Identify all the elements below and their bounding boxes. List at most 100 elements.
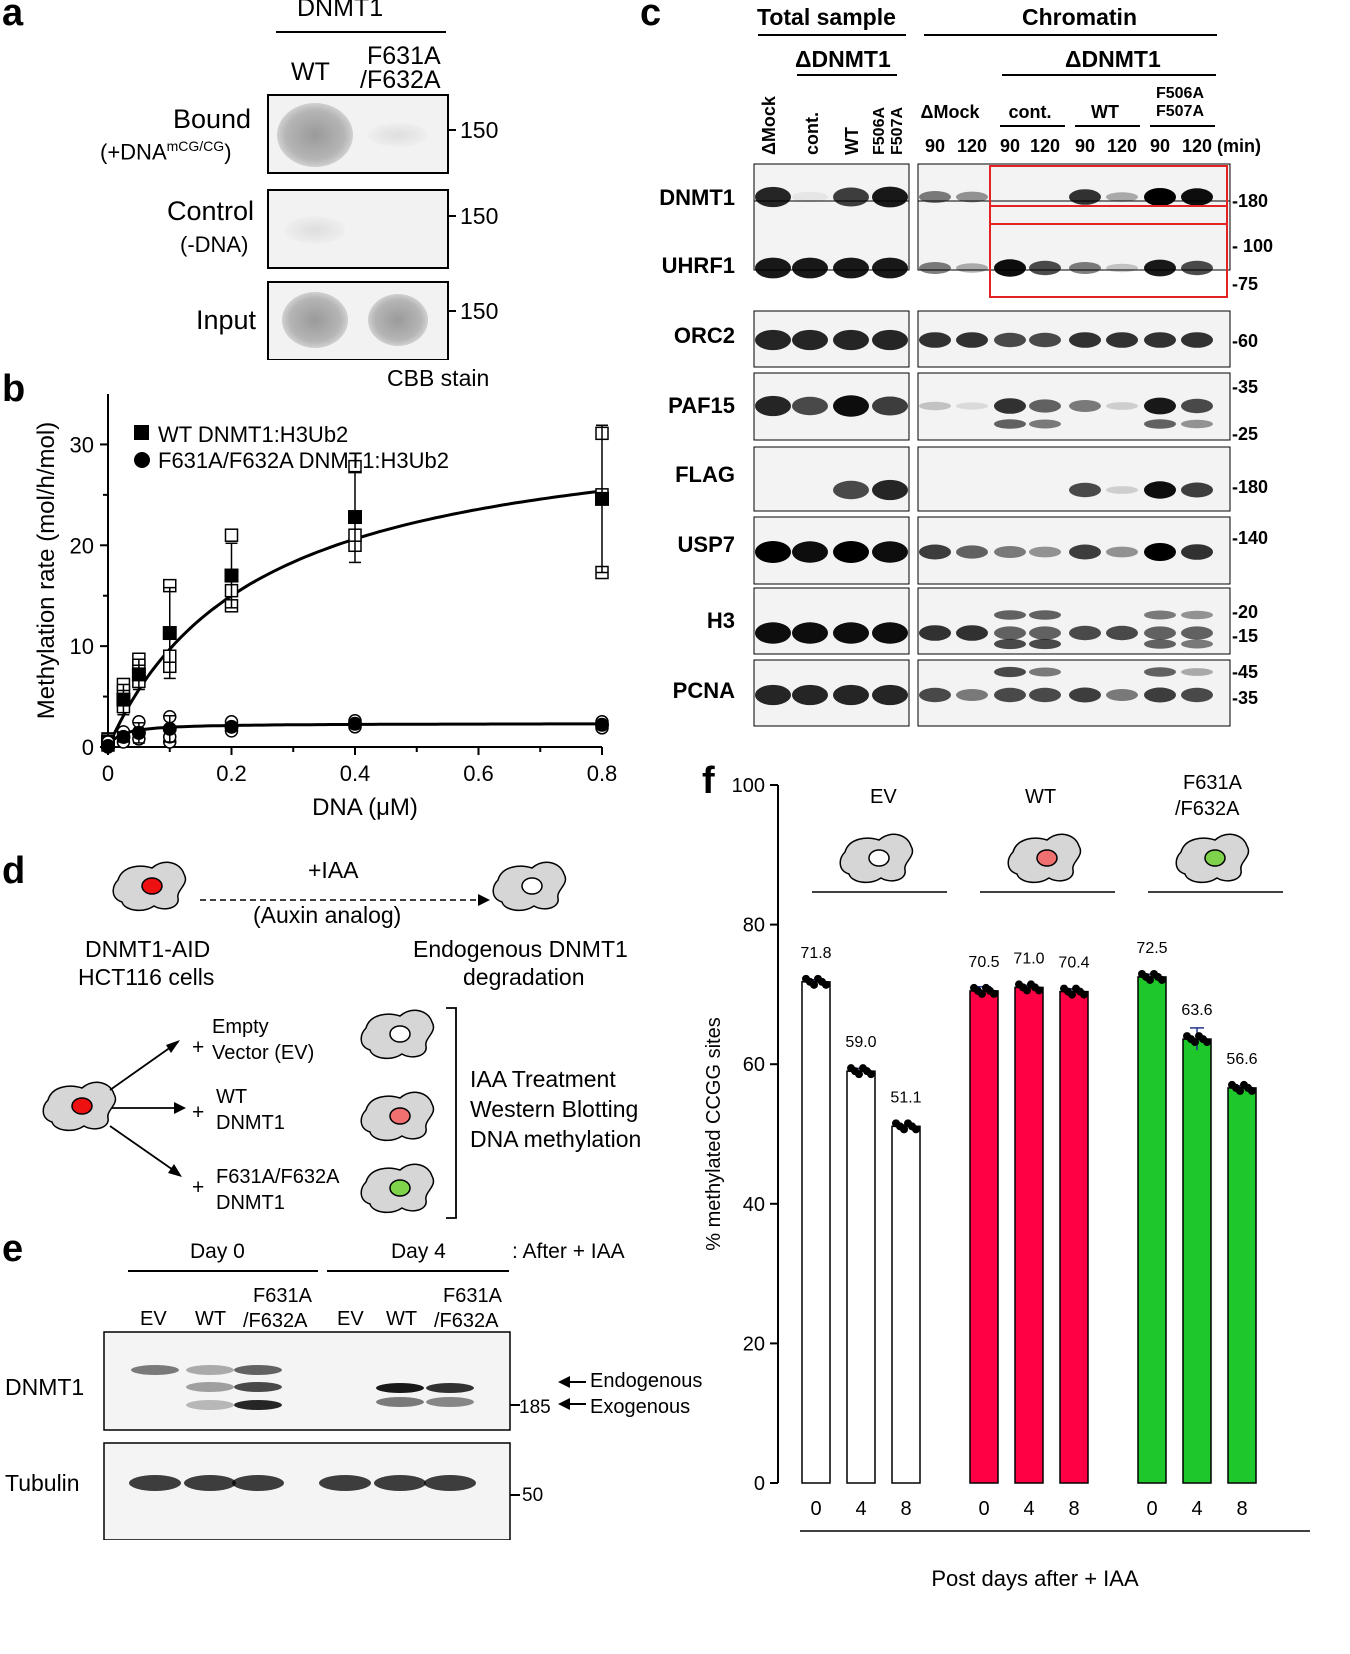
- band-chromatin: [919, 191, 951, 203]
- band-chromatin: [956, 545, 988, 559]
- mean-point-wt: [224, 568, 239, 583]
- y-tick-label: 20: [70, 533, 94, 558]
- band-chromatin: [1181, 687, 1213, 703]
- day-label: 0: [978, 1498, 989, 1520]
- blot-box-dnmt1: [103, 1331, 511, 1431]
- band-chromatin: [1069, 332, 1101, 348]
- band-total: [833, 395, 869, 417]
- panel-f-group-wt: WT: [1025, 786, 1057, 808]
- band-chromatin: [1029, 687, 1061, 703]
- band-chromatin: [919, 332, 951, 348]
- protein-label-dnmt1: DNMT1: [659, 185, 735, 210]
- band-chromatin-extra: [1144, 610, 1176, 620]
- panel-f-group-mut-1: F631A: [1183, 772, 1242, 794]
- arrow-line-ev: [109, 1041, 179, 1091]
- panel-a-row-input: Input: [196, 305, 257, 335]
- band-chromatin: [1144, 481, 1176, 499]
- cell-icon-mutant-nucleus: [389, 1179, 411, 1197]
- band-chromatin: [956, 402, 988, 410]
- lane-label-total-wt: WT: [842, 127, 862, 155]
- band-total: [833, 684, 869, 706]
- band-total: [833, 187, 869, 207]
- band-dnmt1: [376, 1383, 424, 1393]
- replicate-dot: [855, 1070, 863, 1079]
- time-label: 120: [1182, 136, 1212, 156]
- mean-point-mutant: [101, 738, 115, 753]
- panel-e-lane-3b: /F632A: [243, 1310, 308, 1332]
- protein-label-pcna: PCNA: [673, 678, 735, 703]
- band-dnmt1: [234, 1400, 282, 1410]
- band-chromatin-extra: [1181, 419, 1213, 429]
- replicate-dot: [990, 989, 998, 998]
- day-label: 0: [1146, 1498, 1157, 1520]
- panel-f-group-mut-2: /F632A: [1175, 798, 1240, 820]
- band-dnmt1: [186, 1365, 234, 1375]
- replicate-dot: [867, 1070, 875, 1079]
- chrom-group-f507a: F507A: [1156, 103, 1204, 120]
- lane-label-total-cont: cont.: [802, 112, 822, 155]
- panel-d-arm2-line2: DNMT1: [216, 1112, 285, 1134]
- band-total: [755, 395, 791, 417]
- band-chromatin: [1181, 626, 1213, 640]
- marker-label: -180: [1232, 477, 1268, 497]
- panel-a-stain: CBB stain: [387, 365, 490, 391]
- band-total: [792, 622, 828, 644]
- arrow-head-mut: [168, 1164, 182, 1177]
- panel-e-lane-4: EV: [337, 1308, 364, 1330]
- panel-e-day4: Day 4: [391, 1240, 446, 1263]
- band-tubulin: [232, 1475, 284, 1491]
- band-chromatin: [1029, 260, 1061, 276]
- marker-label: -25: [1232, 424, 1258, 444]
- cell-icon-dnmt1-aid: [112, 861, 187, 912]
- band-chromatin-extra: [1029, 667, 1061, 677]
- panel-d-treat: +IAA: [308, 857, 359, 883]
- panel-c-blot: ΔMock cont. WT F506A F507A ΔMock cont. WTF506AF…: [659, 85, 1273, 727]
- band-chromatin-extra: [1181, 668, 1213, 676]
- group-cell-nucleus: [1204, 849, 1226, 867]
- band-chromatin: [1029, 626, 1061, 640]
- mean-point-mutant: [224, 719, 239, 734]
- panel-letter-d: d: [2, 850, 26, 892]
- marker-label: -35: [1232, 377, 1258, 397]
- band-chromatin: [1181, 482, 1213, 498]
- cell-icon-degraded: [492, 861, 567, 912]
- panel-a-marker-1: 150: [460, 117, 499, 143]
- panel-a-marker-2: 150: [460, 203, 499, 229]
- band-chromatin: [1144, 687, 1176, 703]
- value-label: 70.5: [968, 954, 999, 971]
- mean-point-mutant: [131, 725, 146, 740]
- panel-c-line-chromatin: [924, 34, 1217, 36]
- band-total: [833, 622, 869, 644]
- band-chromatin: [1144, 543, 1176, 561]
- protein-label-uhrf1: UHRF1: [662, 253, 735, 278]
- band-tubulin: [129, 1475, 181, 1491]
- band-dnmt1: [234, 1365, 282, 1375]
- panel-e-lane-1: EV: [140, 1308, 167, 1330]
- day-label: 4: [1191, 1498, 1202, 1520]
- band-tubulin: [424, 1475, 476, 1491]
- replicate-dot: [978, 989, 986, 998]
- band-chromatin: [919, 544, 951, 560]
- arrow-endogenous-head: [558, 1376, 570, 1388]
- panel-e-marker-50: 50: [522, 1485, 544, 1506]
- cell-icon-wt: [360, 1091, 435, 1142]
- panel-a-row-control-sub: (-DNA): [180, 232, 249, 257]
- panel-e-lane-6b: /F632A: [434, 1310, 499, 1332]
- arrow-line-mut: [109, 1125, 177, 1173]
- panel-a-header-line: [276, 31, 446, 33]
- replicate-dot: [912, 1125, 920, 1134]
- y-tick-label: 100: [732, 775, 765, 797]
- band-chromatin: [956, 332, 988, 348]
- panel-e-row-dnmt1: DNMT1: [5, 1374, 85, 1400]
- panel-e-day0: Day 0: [190, 1240, 245, 1263]
- replicate-dot: [1236, 1086, 1244, 1095]
- day-label: 8: [1236, 1498, 1247, 1520]
- band-total: [792, 396, 828, 416]
- mean-point-mutant: [116, 729, 131, 744]
- panel-e-lane-5: WT: [386, 1308, 418, 1330]
- marker-label: -15: [1232, 626, 1258, 646]
- time-label: 120: [957, 136, 987, 156]
- time-label: 90: [1000, 136, 1020, 156]
- band-chromatin: [1144, 397, 1176, 415]
- lane-label-total-f506a: F506A: [871, 107, 888, 155]
